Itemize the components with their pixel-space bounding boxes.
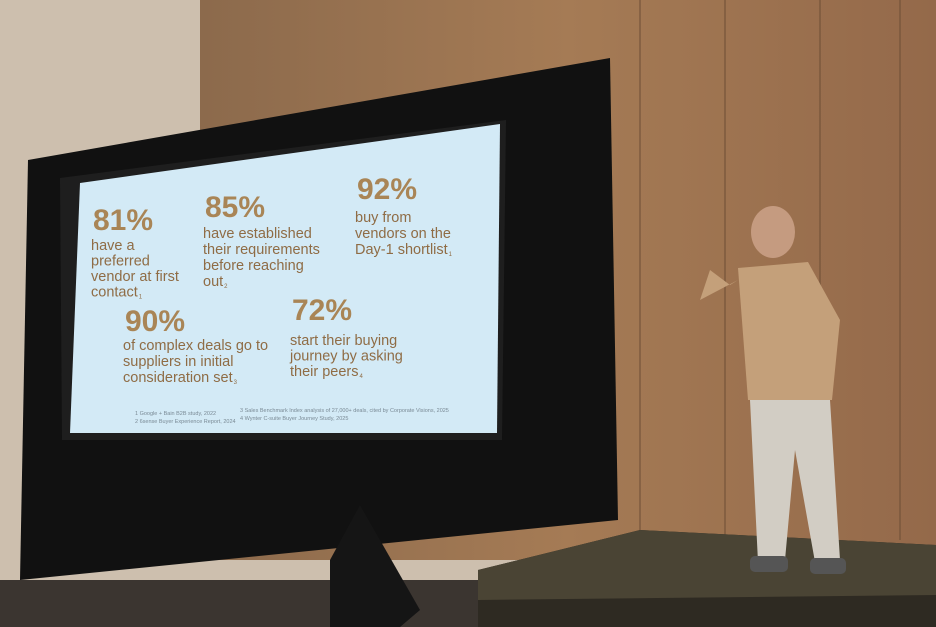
stat-text: start their buying [290,333,397,349]
footnote-marker: 1 [139,295,143,301]
footnote-marker: 2 [224,284,228,290]
stat-text: consideration set [123,370,233,386]
footnote: 1 Google + Bain B2B study, 2022 [135,411,216,417]
stat-value: 85% [205,191,265,224]
stat-text: out [203,274,223,290]
footnote: 3 Sales Benchmark Index analysis of 27,0… [240,408,449,414]
stat-text: suppliers in initial [123,354,233,370]
stat-text: vendor at first [91,269,179,285]
footnote-marker: 4 [360,374,364,380]
stat-value: 81% [93,204,153,237]
stat-text: Day-1 shortlist [355,242,448,258]
footnote-marker: 1 [449,252,453,258]
stat-text: their peers [290,364,359,380]
stat-text: of complex deals go to [123,338,268,354]
stat-text: have established [203,226,312,242]
monitor [330,505,420,627]
stat-text: contact [91,285,138,301]
slide [70,124,500,433]
stat-text: their requirements [203,242,320,258]
wall-panel-lines [639,0,901,540]
stat-text: vendors on the [355,226,451,242]
footnote-marker: 3 [234,380,238,386]
speaker [700,206,846,574]
footnote: 2 6sense Buyer Experience Report, 2024 [135,419,236,425]
stat-text: buy from [355,210,411,226]
stat-value: 92% [357,173,417,206]
stat-value: 72% [292,294,352,327]
stat-text: journey by asking [289,349,403,365]
stat-text: have a [91,238,135,254]
footnote: 4 Wynter C-suite Buyer Journey Study, 20… [240,416,348,422]
stat-text: before reaching [203,258,304,274]
stat-text: preferred [91,254,150,270]
stat-value: 90% [125,305,185,338]
